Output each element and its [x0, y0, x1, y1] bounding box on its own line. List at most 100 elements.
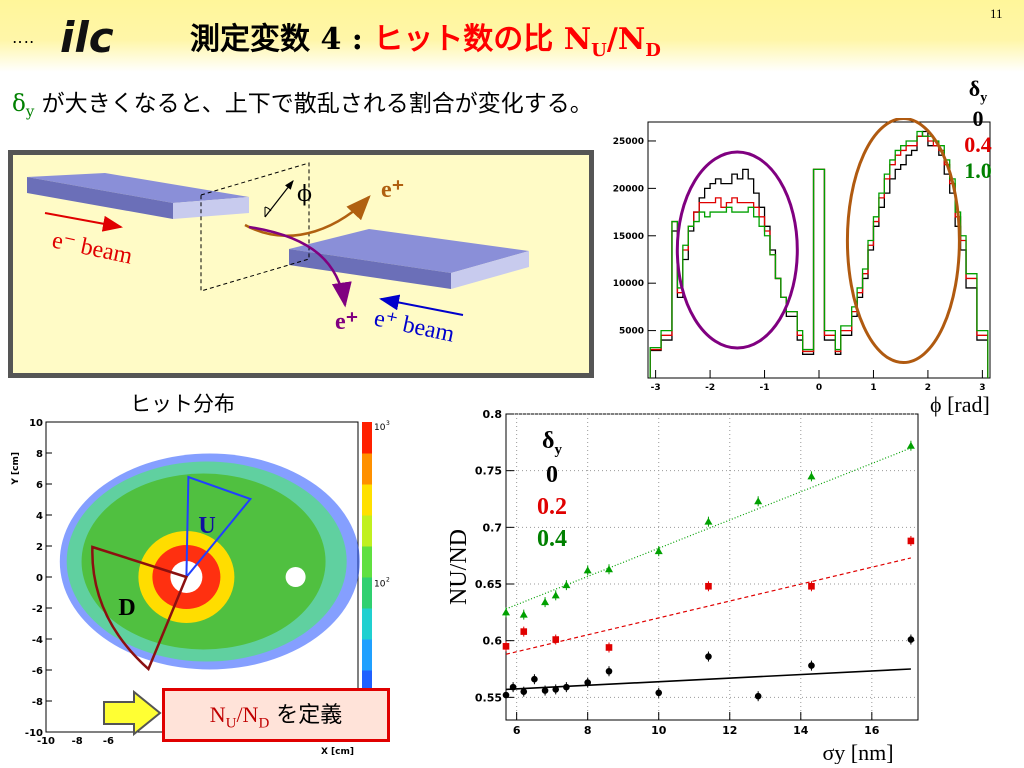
colorbar-segment [362, 546, 372, 578]
ratio-point-0 [584, 679, 591, 686]
phi-histogram: 5000 10000 15000 20000 25000 -3 -2 -1 0 1 2 3 [600, 117, 996, 398]
hit-xlabel: X [cm] [321, 747, 354, 757]
right-slab-side [451, 251, 529, 289]
ratio-xtick-label: 6 [513, 724, 521, 737]
ratio-point-2 [754, 497, 763, 505]
ratio-ytick-label: 0.75 [475, 465, 502, 478]
ratio-point-0 [705, 653, 712, 660]
subtitle-sub: y [25, 102, 35, 121]
hist-ytick-label: 5000 [619, 327, 644, 337]
hit-ytick-label: 0 [36, 573, 43, 584]
colorbar-top-label: 10 [374, 423, 386, 433]
ratio-ytick-label: 0.55 [475, 691, 502, 704]
header-dots: ‥‥ [12, 28, 36, 47]
highlight-ellipse-right [845, 117, 961, 365]
ratio-fit-2 [505, 447, 912, 610]
title-sub-u: U [591, 40, 607, 61]
colorbar-mid-label: 10 [374, 579, 386, 589]
ratio-plot: 6 8 10 12 14 16 0.55 0.6 0.65 0.7 0.75 0.8 NU/ND σy [… [446, 408, 926, 765]
title-bar [0, 0, 1024, 72]
hist-ytick-label: 15000 [613, 232, 644, 242]
colorbar-segment [362, 453, 372, 485]
ratio-fit-0 [505, 668, 911, 691]
sector-d [91, 545, 189, 672]
colorbar-segment [362, 670, 372, 702]
ratio-point-2 [605, 565, 613, 573]
hit-ytick-label: 4 [36, 511, 43, 522]
sector-u-label: U [198, 513, 215, 539]
colorbar-segment [362, 484, 372, 516]
hit-map-title: ヒット分布 [130, 392, 235, 416]
scatter-down-arrow [248, 225, 352, 308]
hist-legend: δy 0 0.4 1.0 [948, 76, 1008, 184]
hist-xtick-label: -1 [760, 383, 770, 393]
hist-legend-2: 1.0 [964, 158, 992, 184]
ratio-point-2 [654, 547, 663, 555]
ratio-point-0 [605, 667, 613, 675]
hit-ylabel: Y [cm] [11, 452, 21, 486]
ratio-point-1 [808, 582, 815, 590]
ratio-point-0 [541, 687, 549, 694]
ratio-point-0 [531, 675, 538, 683]
ratio-point-0 [502, 691, 510, 699]
colorbar-segment [362, 422, 372, 454]
highlight-ellipse-left [675, 150, 799, 350]
ratio-ytick-label: 0.7 [483, 521, 503, 534]
title-red: ヒット数の比 N [373, 22, 592, 57]
ratio-point-0 [509, 683, 517, 691]
title-sub-d: D [645, 40, 661, 61]
right-slab-front [289, 249, 451, 289]
hit-ytick-label: -4 [32, 635, 43, 646]
ratio-plot-area [505, 413, 919, 721]
ratio-ytick-label: 0.8 [483, 408, 503, 421]
hit-exit-hole [285, 567, 306, 587]
ratio-point-2 [583, 566, 592, 574]
e-plus-bottom-label: e⁺ [335, 309, 358, 335]
ratio-legend-title: δ [542, 428, 555, 454]
hit-xtick-label: -6 [103, 736, 114, 747]
scatter-up-arrow [244, 195, 371, 237]
hit-ytick-label: -2 [32, 604, 43, 615]
phi-histogram-svg: 5000 10000 15000 20000 25000 -3 -2 -1 0 1 2 3 [613, 117, 991, 393]
title-slash: /N [606, 22, 646, 57]
right-slab-top [289, 229, 529, 273]
hit-ytick-label: -6 [32, 666, 43, 677]
subtitle-delta: δ [12, 91, 26, 117]
definition-box: NU/ND を定義 [162, 688, 390, 742]
hit-ytick-label: 8 [36, 449, 43, 460]
logo-text: ilc [60, 13, 114, 62]
colorbar-top-exp: 3 [386, 420, 390, 427]
ratio-xtick-label: 8 [584, 724, 592, 737]
hit-map-svg: U D -10 -8 -6 -4 -2 0 2 4 6 8 10 -10 -8 -6 Y [cm] X [cm] 1… [11, 418, 390, 757]
hist-xlabel: ϕ [rad] [930, 392, 990, 417]
ratio-xlabel: σy [nm] [822, 740, 893, 764]
ratio-point-2 [906, 441, 915, 449]
ratio-point-0 [808, 662, 815, 669]
ratio-point-2 [562, 581, 571, 589]
hist-xtick-label: -3 [651, 383, 661, 393]
left-slab-side [173, 197, 249, 219]
ratio-ytick-label: 0.6 [483, 635, 503, 648]
ratio-point-1 [907, 537, 915, 545]
ratio-legend-1: 0.2 [537, 493, 567, 520]
ratio-point-2 [519, 610, 528, 618]
ratio-xtick-label: 10 [651, 724, 667, 737]
hist-legend-0: 0 [972, 106, 984, 132]
hist-plot-area [647, 121, 991, 379]
hit-ytick-label: -10 [25, 728, 43, 739]
e-plus-beam-arrow [379, 294, 464, 316]
ratio-ylabel: NU/ND [446, 529, 472, 605]
colorbar-segment [362, 608, 372, 640]
hist-xtick-label: 1 [870, 383, 876, 393]
hist-xtick-label: -2 [705, 383, 715, 393]
subtitle-text: が大きくなると、上下で散乱される割合が変化する。 [34, 91, 593, 117]
hist-ytick-label: 25000 [613, 137, 644, 147]
sector-u [185, 475, 253, 580]
interaction-plane [200, 162, 310, 292]
hit-xtick-label: -10 [37, 736, 55, 747]
ratio-xtick-label: 16 [864, 724, 880, 737]
ratio-point-0 [520, 688, 528, 695]
hit-ytick-label: 6 [36, 480, 43, 491]
ratio-point-0 [907, 636, 915, 643]
hit-map: U D -10 -8 -6 -4 -2 0 2 4 6 8 10 -10 -8 -6 Y [cm] X [cm] 1… [6, 412, 394, 758]
